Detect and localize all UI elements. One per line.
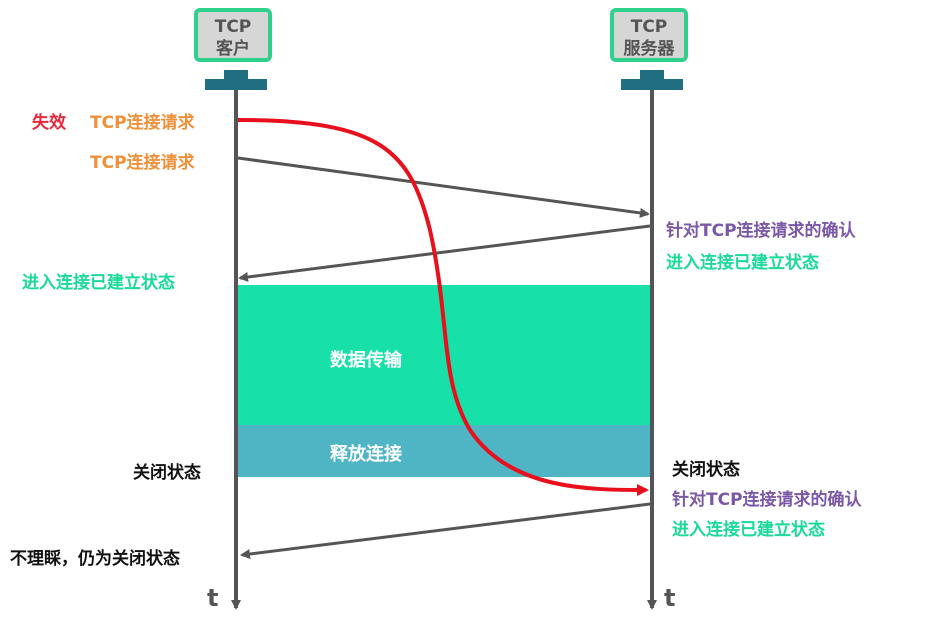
server-stand bbox=[621, 70, 683, 90]
client-ignore-label: 不理睬，仍为关闭状态 bbox=[10, 549, 180, 569]
second-ack-arrow bbox=[240, 502, 651, 559]
stale-request-arrow bbox=[237, 118, 649, 496]
stale-request-label: TCP连接请求 bbox=[90, 113, 195, 133]
data-transfer-label: 数据传输 bbox=[330, 350, 402, 371]
server-title-line2: 服务器 bbox=[623, 39, 675, 59]
server-monitor: TCP 服务器 bbox=[610, 8, 688, 62]
server-established-label-2: 进入连接已建立状态 bbox=[672, 520, 825, 540]
ack-arrow bbox=[238, 224, 651, 282]
server-ack-label-2: 针对TCP连接请求的确认 bbox=[672, 490, 862, 510]
invalid-label: 失效 bbox=[32, 113, 66, 133]
client-title-line1: TCP bbox=[214, 17, 252, 37]
release-box bbox=[236, 425, 650, 477]
client-closed-label: 关闭状态 bbox=[133, 463, 201, 483]
server-established-label-1: 进入连接已建立状态 bbox=[666, 253, 819, 273]
request-label: TCP连接请求 bbox=[90, 153, 195, 173]
client-stand bbox=[205, 70, 267, 90]
server-time-label: t bbox=[664, 584, 676, 612]
server-ack-label-1: 针对TCP连接请求的确认 bbox=[666, 221, 856, 241]
server-title-line1: TCP bbox=[630, 17, 668, 37]
release-label: 释放连接 bbox=[330, 444, 402, 465]
client-time-label: t bbox=[207, 584, 219, 612]
client-monitor: TCP 客户 bbox=[194, 8, 272, 62]
request-arrow bbox=[237, 156, 650, 218]
server-closed-label: 关闭状态 bbox=[672, 460, 740, 480]
client-title-line2: 客户 bbox=[216, 39, 250, 59]
client-established-label: 进入连接已建立状态 bbox=[22, 273, 175, 293]
